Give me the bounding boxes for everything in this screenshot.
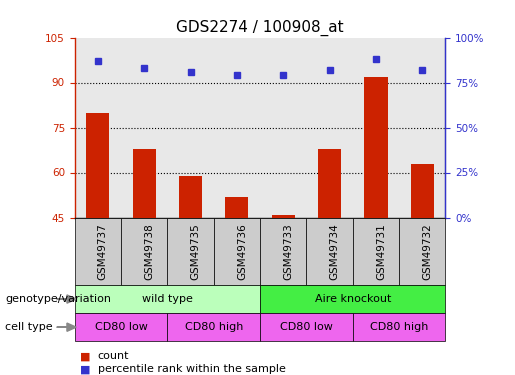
- Bar: [86, 112, 109, 218]
- Text: GSM49737: GSM49737: [98, 223, 108, 280]
- Text: genotype/variation: genotype/variation: [5, 294, 111, 304]
- Text: GSM49735: GSM49735: [191, 223, 200, 280]
- Text: CD80 high: CD80 high: [184, 322, 243, 332]
- Text: percentile rank within the sample: percentile rank within the sample: [98, 364, 286, 374]
- Text: GSM49736: GSM49736: [237, 223, 247, 280]
- Text: wild type: wild type: [142, 294, 193, 304]
- Title: GDS2274 / 100908_at: GDS2274 / 100908_at: [176, 20, 344, 36]
- Bar: [410, 164, 434, 218]
- Text: cell type: cell type: [5, 322, 53, 332]
- Text: GSM49738: GSM49738: [144, 223, 154, 280]
- Text: GSM49734: GSM49734: [330, 223, 339, 280]
- Text: GSM49732: GSM49732: [422, 223, 432, 280]
- Text: GSM49733: GSM49733: [283, 223, 293, 280]
- Text: CD80 low: CD80 low: [95, 322, 147, 332]
- Text: Aire knockout: Aire knockout: [315, 294, 391, 304]
- Text: ■: ■: [80, 351, 90, 361]
- Text: count: count: [98, 351, 129, 361]
- Bar: [272, 214, 295, 217]
- Text: GSM49731: GSM49731: [376, 223, 386, 280]
- Text: CD80 high: CD80 high: [370, 322, 428, 332]
- Text: CD80 low: CD80 low: [280, 322, 333, 332]
- Bar: [226, 196, 248, 217]
- Bar: [179, 176, 202, 217]
- Bar: [133, 148, 156, 217]
- Bar: [364, 76, 387, 218]
- Text: ■: ■: [80, 364, 90, 374]
- Bar: [318, 148, 341, 217]
